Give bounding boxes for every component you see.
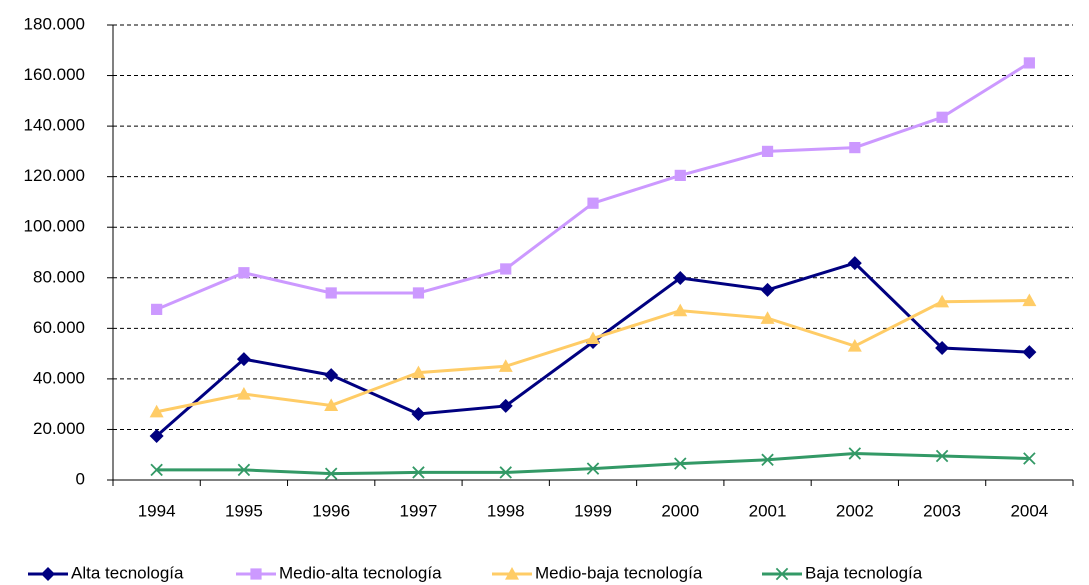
marker — [761, 453, 774, 467]
marker — [1022, 293, 1037, 307]
y-tick-label: 40.000 — [33, 368, 85, 387]
marker — [1022, 345, 1037, 360]
y-tick-label: 180.000 — [24, 14, 85, 33]
marker — [935, 341, 950, 356]
y-tick-label: 120.000 — [24, 166, 85, 185]
marker — [412, 287, 425, 299]
marker — [150, 463, 163, 477]
legend-label: Medio-alta tecnología — [279, 563, 442, 582]
y-tick-label: 100.000 — [24, 217, 85, 236]
marker — [760, 282, 775, 297]
marker — [325, 287, 337, 299]
x-tick-label: 1997 — [400, 501, 438, 520]
marker — [586, 462, 600, 475]
marker — [411, 407, 426, 422]
marker — [149, 404, 164, 418]
y-tick-label: 0 — [76, 469, 85, 488]
marker — [760, 311, 775, 324]
marker — [936, 111, 948, 123]
marker — [673, 271, 688, 286]
x-tick-label: 1999 — [574, 501, 612, 520]
marker — [500, 263, 512, 275]
legend-label: Alta tecnología — [71, 563, 184, 582]
x-tick-label: 1996 — [312, 501, 350, 520]
y-tick-label: 20.000 — [33, 419, 85, 438]
series-line — [156, 61, 1031, 311]
x-tick-label: 2004 — [1010, 501, 1048, 520]
marker — [151, 303, 163, 315]
x-tick-label: 2003 — [923, 501, 961, 520]
marker — [1023, 57, 1035, 69]
x-tick-label: 2002 — [836, 501, 874, 520]
x-tick-label: 1998 — [487, 501, 525, 520]
marker — [674, 169, 686, 182]
marker — [847, 256, 862, 271]
marker — [761, 145, 774, 157]
marker — [412, 466, 425, 479]
legend-label: Medio-baja tecnología — [535, 563, 703, 582]
x-tick-label: 2001 — [749, 501, 787, 520]
legend-label: Baja tecnología — [805, 563, 923, 582]
y-tick-label: 60.000 — [33, 318, 85, 337]
marker — [237, 463, 251, 477]
marker — [586, 331, 600, 345]
marker — [847, 339, 862, 352]
marker — [324, 368, 339, 383]
marker — [587, 197, 599, 209]
y-tick-label: 140.000 — [24, 116, 85, 135]
series-line — [155, 261, 1030, 438]
marker — [324, 398, 339, 412]
legend-marker — [250, 568, 262, 580]
y-tick-label: 160.000 — [24, 65, 85, 84]
x-tick-label: 1995 — [225, 501, 263, 520]
legend-marker — [775, 567, 789, 581]
marker — [149, 429, 164, 444]
marker — [236, 387, 251, 400]
legend-marker — [41, 567, 55, 581]
marker — [848, 447, 862, 460]
series-line — [156, 451, 1030, 476]
marker — [935, 449, 949, 463]
y-tick-label: 80.000 — [33, 267, 85, 286]
marker — [1023, 452, 1036, 465]
legend-marker — [505, 567, 519, 580]
marker — [324, 467, 338, 480]
series-line — [156, 299, 1030, 414]
marker — [238, 267, 250, 279]
marker — [849, 141, 861, 154]
marker — [674, 457, 687, 470]
marker — [411, 365, 426, 379]
x-tick-label: 1994 — [138, 501, 176, 520]
x-tick-label: 2000 — [661, 501, 699, 520]
marker — [498, 359, 513, 372]
marker — [935, 294, 950, 308]
marker — [236, 352, 251, 367]
marker — [673, 303, 688, 317]
marker — [498, 398, 513, 413]
marker — [499, 466, 512, 479]
